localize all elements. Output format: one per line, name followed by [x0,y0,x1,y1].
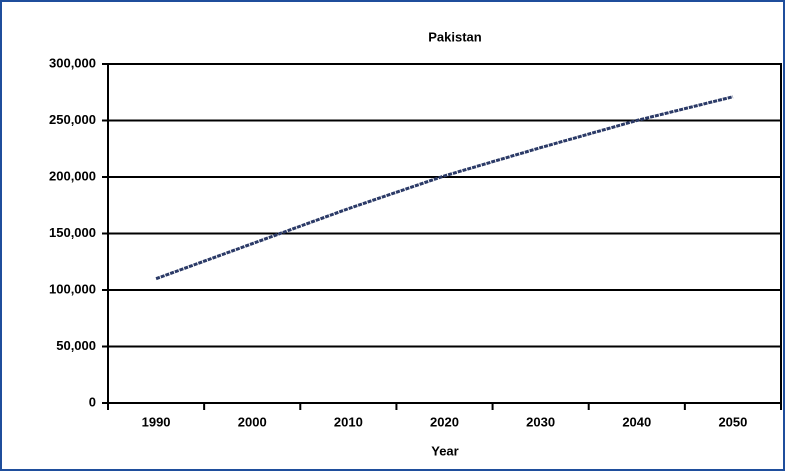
x-tick-label: 2000 [238,414,267,429]
y-tick-label: 150,000 [49,225,96,240]
y-tick-label: 300,000 [49,55,96,70]
chart-title: Pakistan [428,29,482,44]
x-tick-label: 2030 [526,414,555,429]
y-tick-label: 200,000 [49,168,96,183]
x-tick-label: 2050 [718,414,747,429]
series-line [155,95,734,281]
y-tick-label: 0 [89,394,96,409]
x-tick-label: 1990 [142,414,171,429]
y-tick-label: 50,000 [56,338,96,353]
x-tick-label: 2040 [622,414,651,429]
y-tick-label: 250,000 [49,112,96,127]
x-tick-label: 2020 [430,414,459,429]
y-tick-label: 100,000 [49,281,96,296]
x-tick-label: 2010 [334,414,363,429]
x-axis-label: Year [431,443,458,458]
